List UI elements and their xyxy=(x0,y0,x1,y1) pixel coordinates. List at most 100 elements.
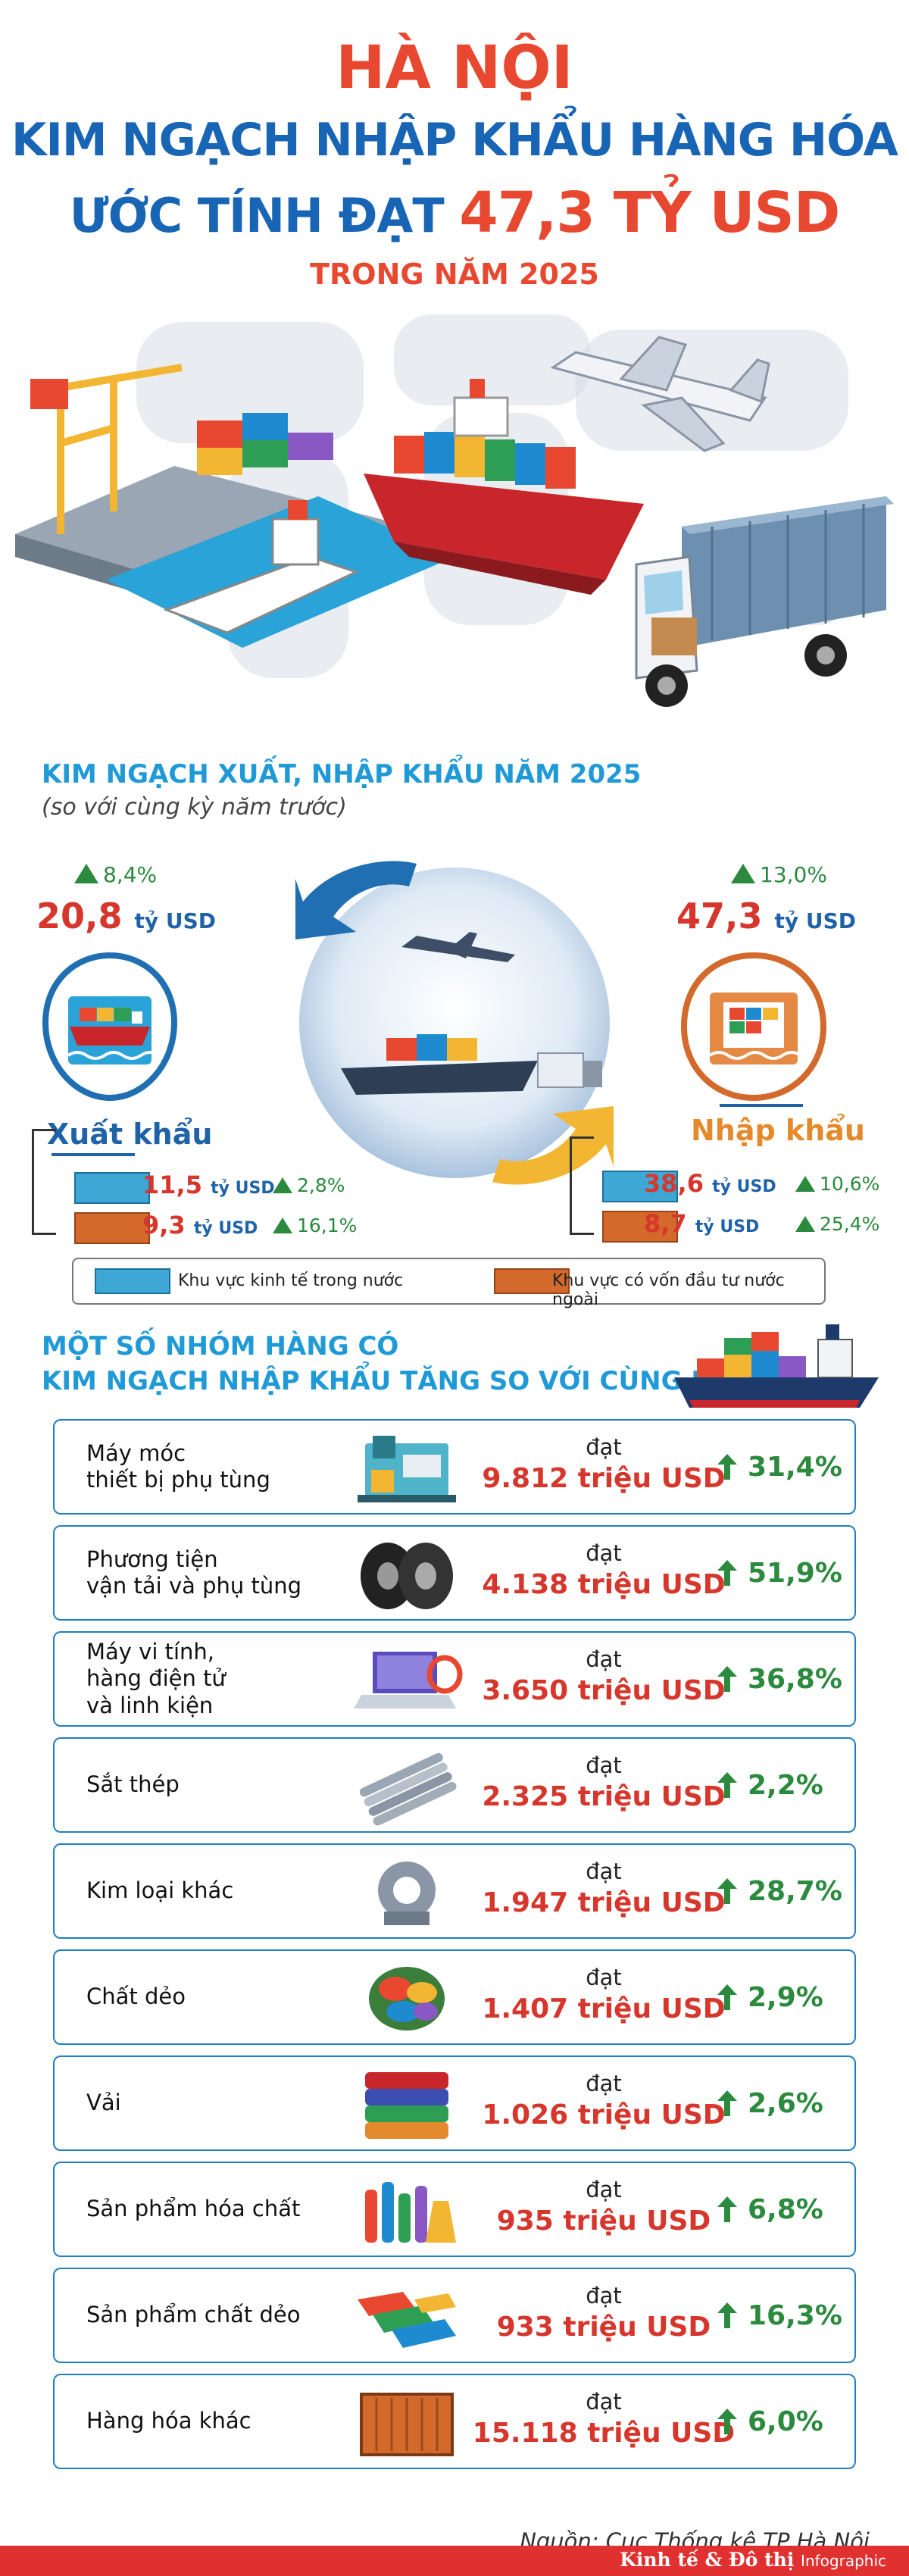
export-underline xyxy=(52,1153,135,1156)
group-growth: 6,8% xyxy=(717,2163,854,2256)
export-fdi-growth: 16,1% xyxy=(273,1215,357,1236)
group-value: 1.947 triệu USD xyxy=(482,1887,726,1918)
globe-icon xyxy=(295,861,614,1185)
group-name: Kim loại khác xyxy=(86,1877,234,1904)
headline-period: TRONG NĂM 2025 xyxy=(310,258,599,291)
summary-title: KIM NGẠCH XUẤT, NHẬP KHẨU NĂM 2025 xyxy=(42,759,642,789)
headline-amount: 47,3 TỶ USD xyxy=(459,180,840,245)
laptop-icon xyxy=(354,1652,463,1708)
headline-prefix: ƯỚC TÍNH ĐẠT xyxy=(69,188,460,243)
up-arrow-icon xyxy=(717,2302,737,2328)
group-value: 2.325 triệu USD xyxy=(482,1781,726,1812)
group-card-steel: Sắt thép đạt 2.325 triệu USD 2,2% xyxy=(53,1737,856,1833)
plastic-pellets-icon xyxy=(369,1967,445,2030)
machinery-icon xyxy=(358,1436,456,1502)
export-growth: 8,4% xyxy=(74,862,157,887)
export-ship-icon xyxy=(42,952,178,1102)
import-total-unit: tỷ USD xyxy=(774,908,857,933)
export-fdi-unit: tỷ USD xyxy=(193,1219,258,1238)
reach-label: đạt xyxy=(586,2283,622,2309)
up-arrow-icon xyxy=(717,1878,737,1904)
group-growth: 6,0% xyxy=(717,2375,854,2468)
import-fdi-growth: 25,4% xyxy=(795,1213,879,1235)
blue-arrow-icon xyxy=(295,861,417,939)
up-arrow-icon xyxy=(717,1454,737,1480)
reach-label: đạt xyxy=(586,1540,622,1566)
import-bracket xyxy=(570,1136,594,1235)
export-total-value: 20,8 xyxy=(36,896,123,936)
group-card-vehicles: Phương tiện vận tải và phụ tùng đạt 4.138… xyxy=(53,1525,856,1621)
truck-icon xyxy=(635,496,894,707)
export-fdi-value: 9,3 xyxy=(142,1211,186,1240)
export-fdi-swatch xyxy=(74,1212,150,1244)
steel-bars-icon xyxy=(359,1752,457,1826)
group-name: Sản phẩm hóa chất xyxy=(86,2196,301,2222)
group-growth: 16,3% xyxy=(717,2269,854,2362)
headline: KIM NGẠCH NHẬP KHẨU HÀNG HÓA xyxy=(11,114,898,167)
up-arrow-icon xyxy=(717,2090,737,2116)
brand-logo: Kinh tế & Đô thị Infographic xyxy=(620,2549,886,2571)
import-domestic-growth: 10,6% xyxy=(795,1173,879,1195)
reach-label: đạt xyxy=(586,1646,622,1672)
main-title: HÀ NỘI xyxy=(336,34,573,102)
airplane-icon xyxy=(550,336,770,452)
group-name: Hàng hóa khác xyxy=(86,2408,251,2434)
trade-illustration xyxy=(15,314,894,707)
legend: Khu vực kinh tế trong nước Khu vực có vố… xyxy=(72,1258,826,1309)
group-card-machinery: Máy móc thiết bị phụ tùng đạt 9.812 triệu… xyxy=(53,1419,856,1515)
group-growth: 2,9% xyxy=(717,1951,854,2043)
up-triangle-icon xyxy=(74,864,98,883)
export-domestic-growth: 2,8% xyxy=(273,1174,345,1196)
up-triangle-icon xyxy=(795,1216,815,1232)
import-port-icon xyxy=(680,952,827,1102)
group-name: Phương tiện vận tải và phụ tùng xyxy=(86,1546,302,1599)
footer-bar: Kinh tế & Đô thị Infographic xyxy=(0,2546,909,2576)
export-bracket xyxy=(32,1129,56,1235)
group-value: 3.650 triệu USD xyxy=(482,1675,726,1706)
group-value: 15.118 triệu USD xyxy=(472,2418,736,2449)
import-label: Nhập khẩu xyxy=(691,1114,865,1147)
reach-label: đạt xyxy=(586,1965,622,1990)
reach-label: đạt xyxy=(586,1752,622,1778)
import-domestic-swatch xyxy=(602,1171,678,1202)
plastic-products-icon xyxy=(358,2292,456,2348)
yellow-arrow-icon xyxy=(492,1106,614,1185)
group-card-plastics: Chất dẻo đạt 1.407 triệu USD 2,9% xyxy=(53,1949,856,2045)
fabric-icon xyxy=(365,2072,448,2139)
import-growth: 13,0% xyxy=(731,862,827,887)
import-total: 47,3 tỷ USD xyxy=(676,896,856,936)
import-domestic-value: 38,6 xyxy=(644,1169,704,1198)
reach-label: đạt xyxy=(586,2389,622,2415)
import-fdi-swatch xyxy=(602,1211,678,1243)
import-fdi-value: 8,7 xyxy=(644,1209,687,1238)
group-growth: 28,7% xyxy=(717,1845,854,1937)
cargo-ship-icon xyxy=(364,379,644,595)
group-card-other-metals: Kim loại khác đạt 1.947 triệu USD 28,7% xyxy=(53,1843,856,1939)
export-growth-value: 8,4% xyxy=(103,862,158,887)
legend-domestic: Khu vực kinh tế trong nước xyxy=(178,1271,404,1290)
group-name: Sắt thép xyxy=(86,1771,180,1798)
import-domestic: 38,6 tỷ USD xyxy=(644,1169,776,1198)
group-card-other-goods: Hàng hóa khác đạt 15.118 triệu USD 6,0% xyxy=(53,2374,856,2469)
up-arrow-icon xyxy=(717,1984,737,2010)
import-fdi: 8,7 tỷ USD xyxy=(644,1209,759,1238)
group-card-plastic-products: Sản phẩm chất dẻo đạt 933 triệu USD 16,3… xyxy=(53,2268,856,2363)
group-growth: 36,8% xyxy=(717,1633,854,1725)
up-arrow-icon xyxy=(717,2409,737,2434)
group-name: Vải xyxy=(86,2090,121,2116)
group-value: 933 triệu USD xyxy=(496,2312,711,2343)
export-fdi: 9,3 tỷ USD xyxy=(142,1211,258,1240)
headline-value: ƯỚC TÍNH ĐẠT 47,3 TỶ USD xyxy=(0,180,909,245)
reach-label: đạt xyxy=(586,1434,622,1460)
reach-label: đạt xyxy=(586,2177,622,2202)
legend-domestic-swatch xyxy=(95,1268,170,1294)
group-card-chemicals: Sản phẩm hóa chất đạt 935 triệu USD 6,8% xyxy=(53,2162,856,2257)
container-ship-icon xyxy=(674,1324,879,1408)
export-domestic-swatch xyxy=(74,1172,150,1204)
export-total-unit: tỷ USD xyxy=(134,908,217,933)
up-arrow-icon xyxy=(717,2196,737,2222)
groups-title: MỘT SỐ NHÓM HÀNG CÓ xyxy=(42,1331,399,1361)
import-fdi-unit: tỷ USD xyxy=(695,1218,760,1236)
group-card-fabric: Vải đạt 1.026 triệu USD 2,6% xyxy=(53,2055,856,2151)
group-name: Sản phẩm chất dẻo xyxy=(86,2302,301,2328)
